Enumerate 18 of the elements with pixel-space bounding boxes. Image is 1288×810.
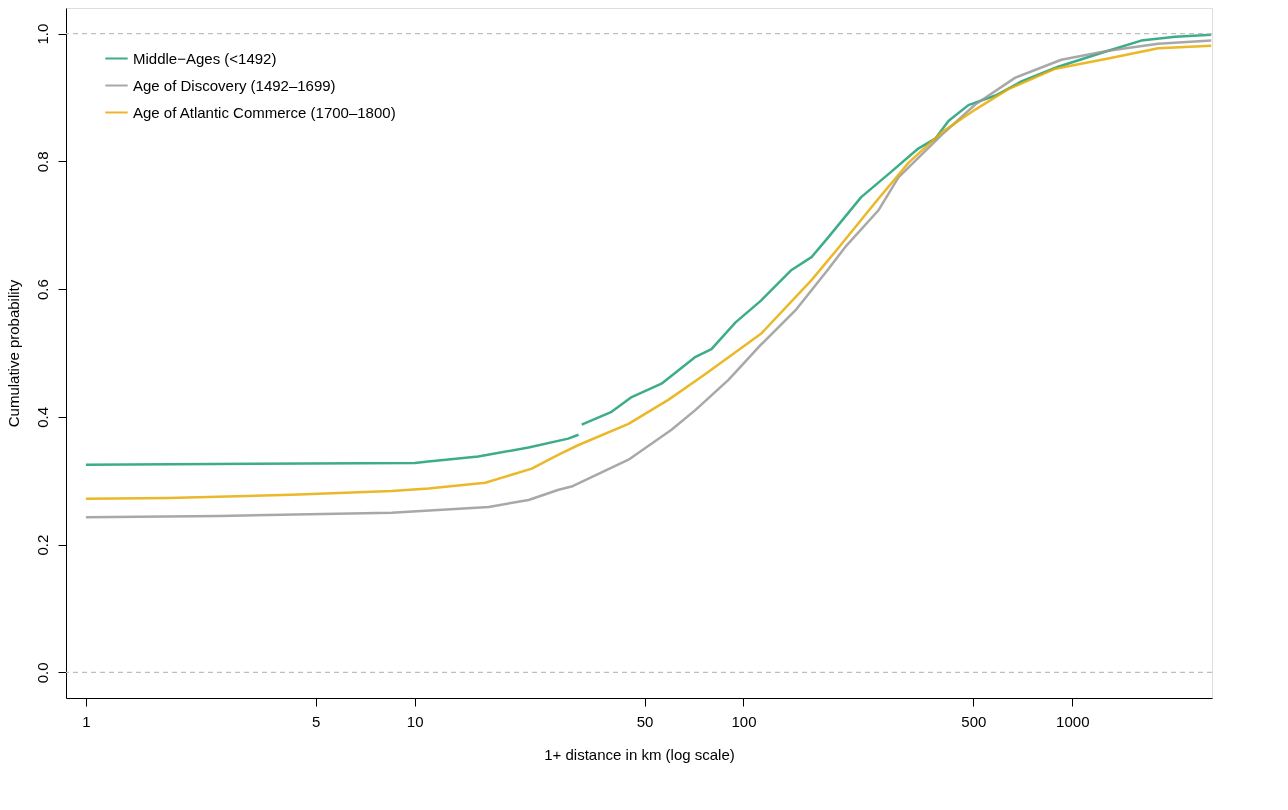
- y-axis-title: Cumulative probability: [4, 279, 22, 428]
- x-tick-label: 1000: [1056, 712, 1090, 730]
- x-tick-label: 500: [961, 712, 987, 730]
- y-tick-label: 0.6: [33, 279, 51, 301]
- x-tick-label: 10: [406, 712, 424, 730]
- x-tick-label: 1: [82, 712, 91, 730]
- x-tick-label: 50: [636, 712, 654, 730]
- legend-label: Age of Discovery (1492–1699): [133, 76, 336, 94]
- legend-label: Age of Atlantic Commerce (1700–1800): [133, 103, 396, 121]
- x-tick-label: 5: [312, 712, 321, 730]
- x-tick-label: 100: [731, 712, 757, 730]
- legend-label: Middle−Ages (<1492): [133, 49, 277, 67]
- y-tick-label: 0.4: [33, 406, 51, 428]
- x-axis-title: 1+ distance in km (log scale): [544, 745, 735, 763]
- y-tick-label: 1.0: [33, 23, 51, 45]
- y-tick-label: 0.8: [33, 151, 51, 173]
- y-tick-label: 0.0: [33, 662, 51, 684]
- y-tick-label: 0.2: [33, 534, 51, 556]
